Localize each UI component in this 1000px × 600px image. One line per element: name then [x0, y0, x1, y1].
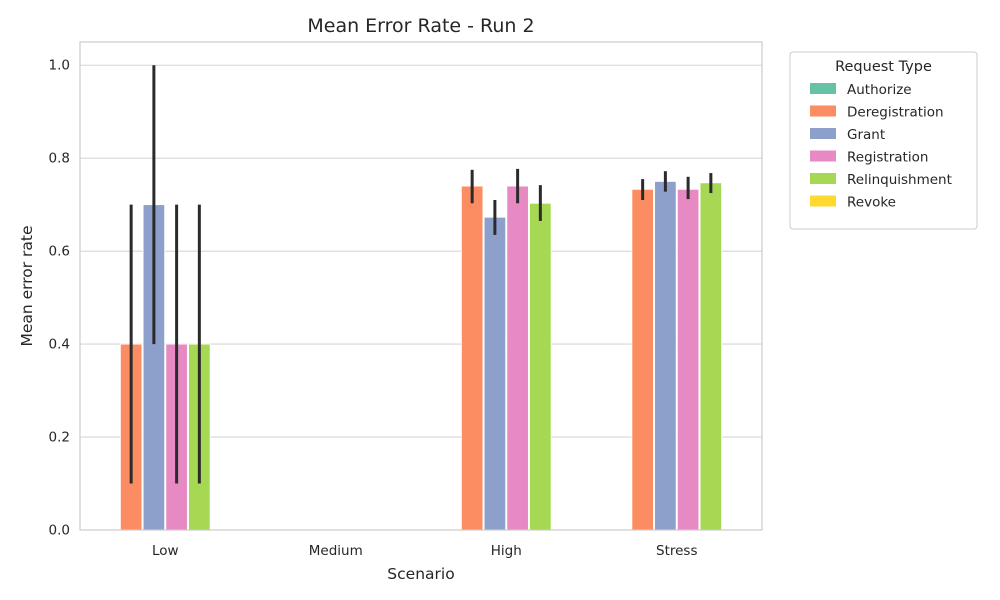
legend-label-registration: Registration: [847, 150, 928, 166]
bar-registration-high: [506, 185, 529, 531]
bar-deregistration-stress: [631, 188, 654, 531]
x-tick-label: Low: [152, 543, 179, 559]
legend-swatch-revoke: [810, 195, 836, 207]
legend-box: [789, 51, 978, 230]
x-tick-label: High: [491, 543, 522, 559]
y-axis-label: Mean error rate: [18, 225, 36, 346]
y-tick-label: 0.4: [49, 337, 70, 353]
bars: [119, 181, 723, 531]
legend-title: Request Type: [835, 59, 932, 75]
legend-label-relinquishment: Relinquishment: [847, 172, 952, 188]
y-axis-ticks: 0.0 0.2 0.4 0.6 0.8 1.0: [49, 58, 70, 539]
x-axis-label: Scenario: [387, 565, 454, 583]
bar-grant-high: [483, 216, 507, 531]
legend-label-authorize: Authorize: [847, 82, 912, 98]
chart-title: Mean Error Rate - Run 2: [307, 15, 534, 37]
error-bars: [129, 65, 713, 484]
y-tick-label: 1.0: [49, 58, 70, 74]
y-tick-label: 0.0: [49, 523, 70, 539]
x-axis-ticks: Low Medium High Stress: [152, 543, 698, 559]
legend-swatch-authorize: [810, 83, 836, 94]
legend: Request Type Authorize Deregistration Gran…: [789, 51, 978, 230]
legend-swatch-grant: [810, 128, 836, 139]
x-tick-label: Stress: [656, 543, 698, 559]
x-tick-label: Medium: [309, 543, 363, 559]
legend-swatch-registration: [810, 150, 836, 162]
y-tick-label: 0.8: [49, 151, 70, 167]
legend-label-deregistration: Deregistration: [847, 105, 944, 121]
plot-frame: [79, 41, 763, 531]
bar-relinquishment-high: [529, 202, 552, 531]
bar-registration-stress: [676, 188, 700, 531]
legend-swatch-deregistration: [810, 105, 836, 117]
bar-grant-stress: [654, 181, 677, 531]
legend-swatch-relinquishment: [810, 173, 836, 184]
legend-label-grant: Grant: [847, 127, 885, 143]
legend-items: Authorize Deregistration Grant Registration…: [810, 82, 952, 211]
y-tick-label: 0.6: [49, 244, 70, 260]
y-tick-label: 0.2: [49, 430, 70, 446]
bar-deregistration-high: [460, 185, 484, 531]
legend-label-revoke: Revoke: [847, 195, 896, 211]
bar-relinquishment-stress: [699, 182, 723, 531]
